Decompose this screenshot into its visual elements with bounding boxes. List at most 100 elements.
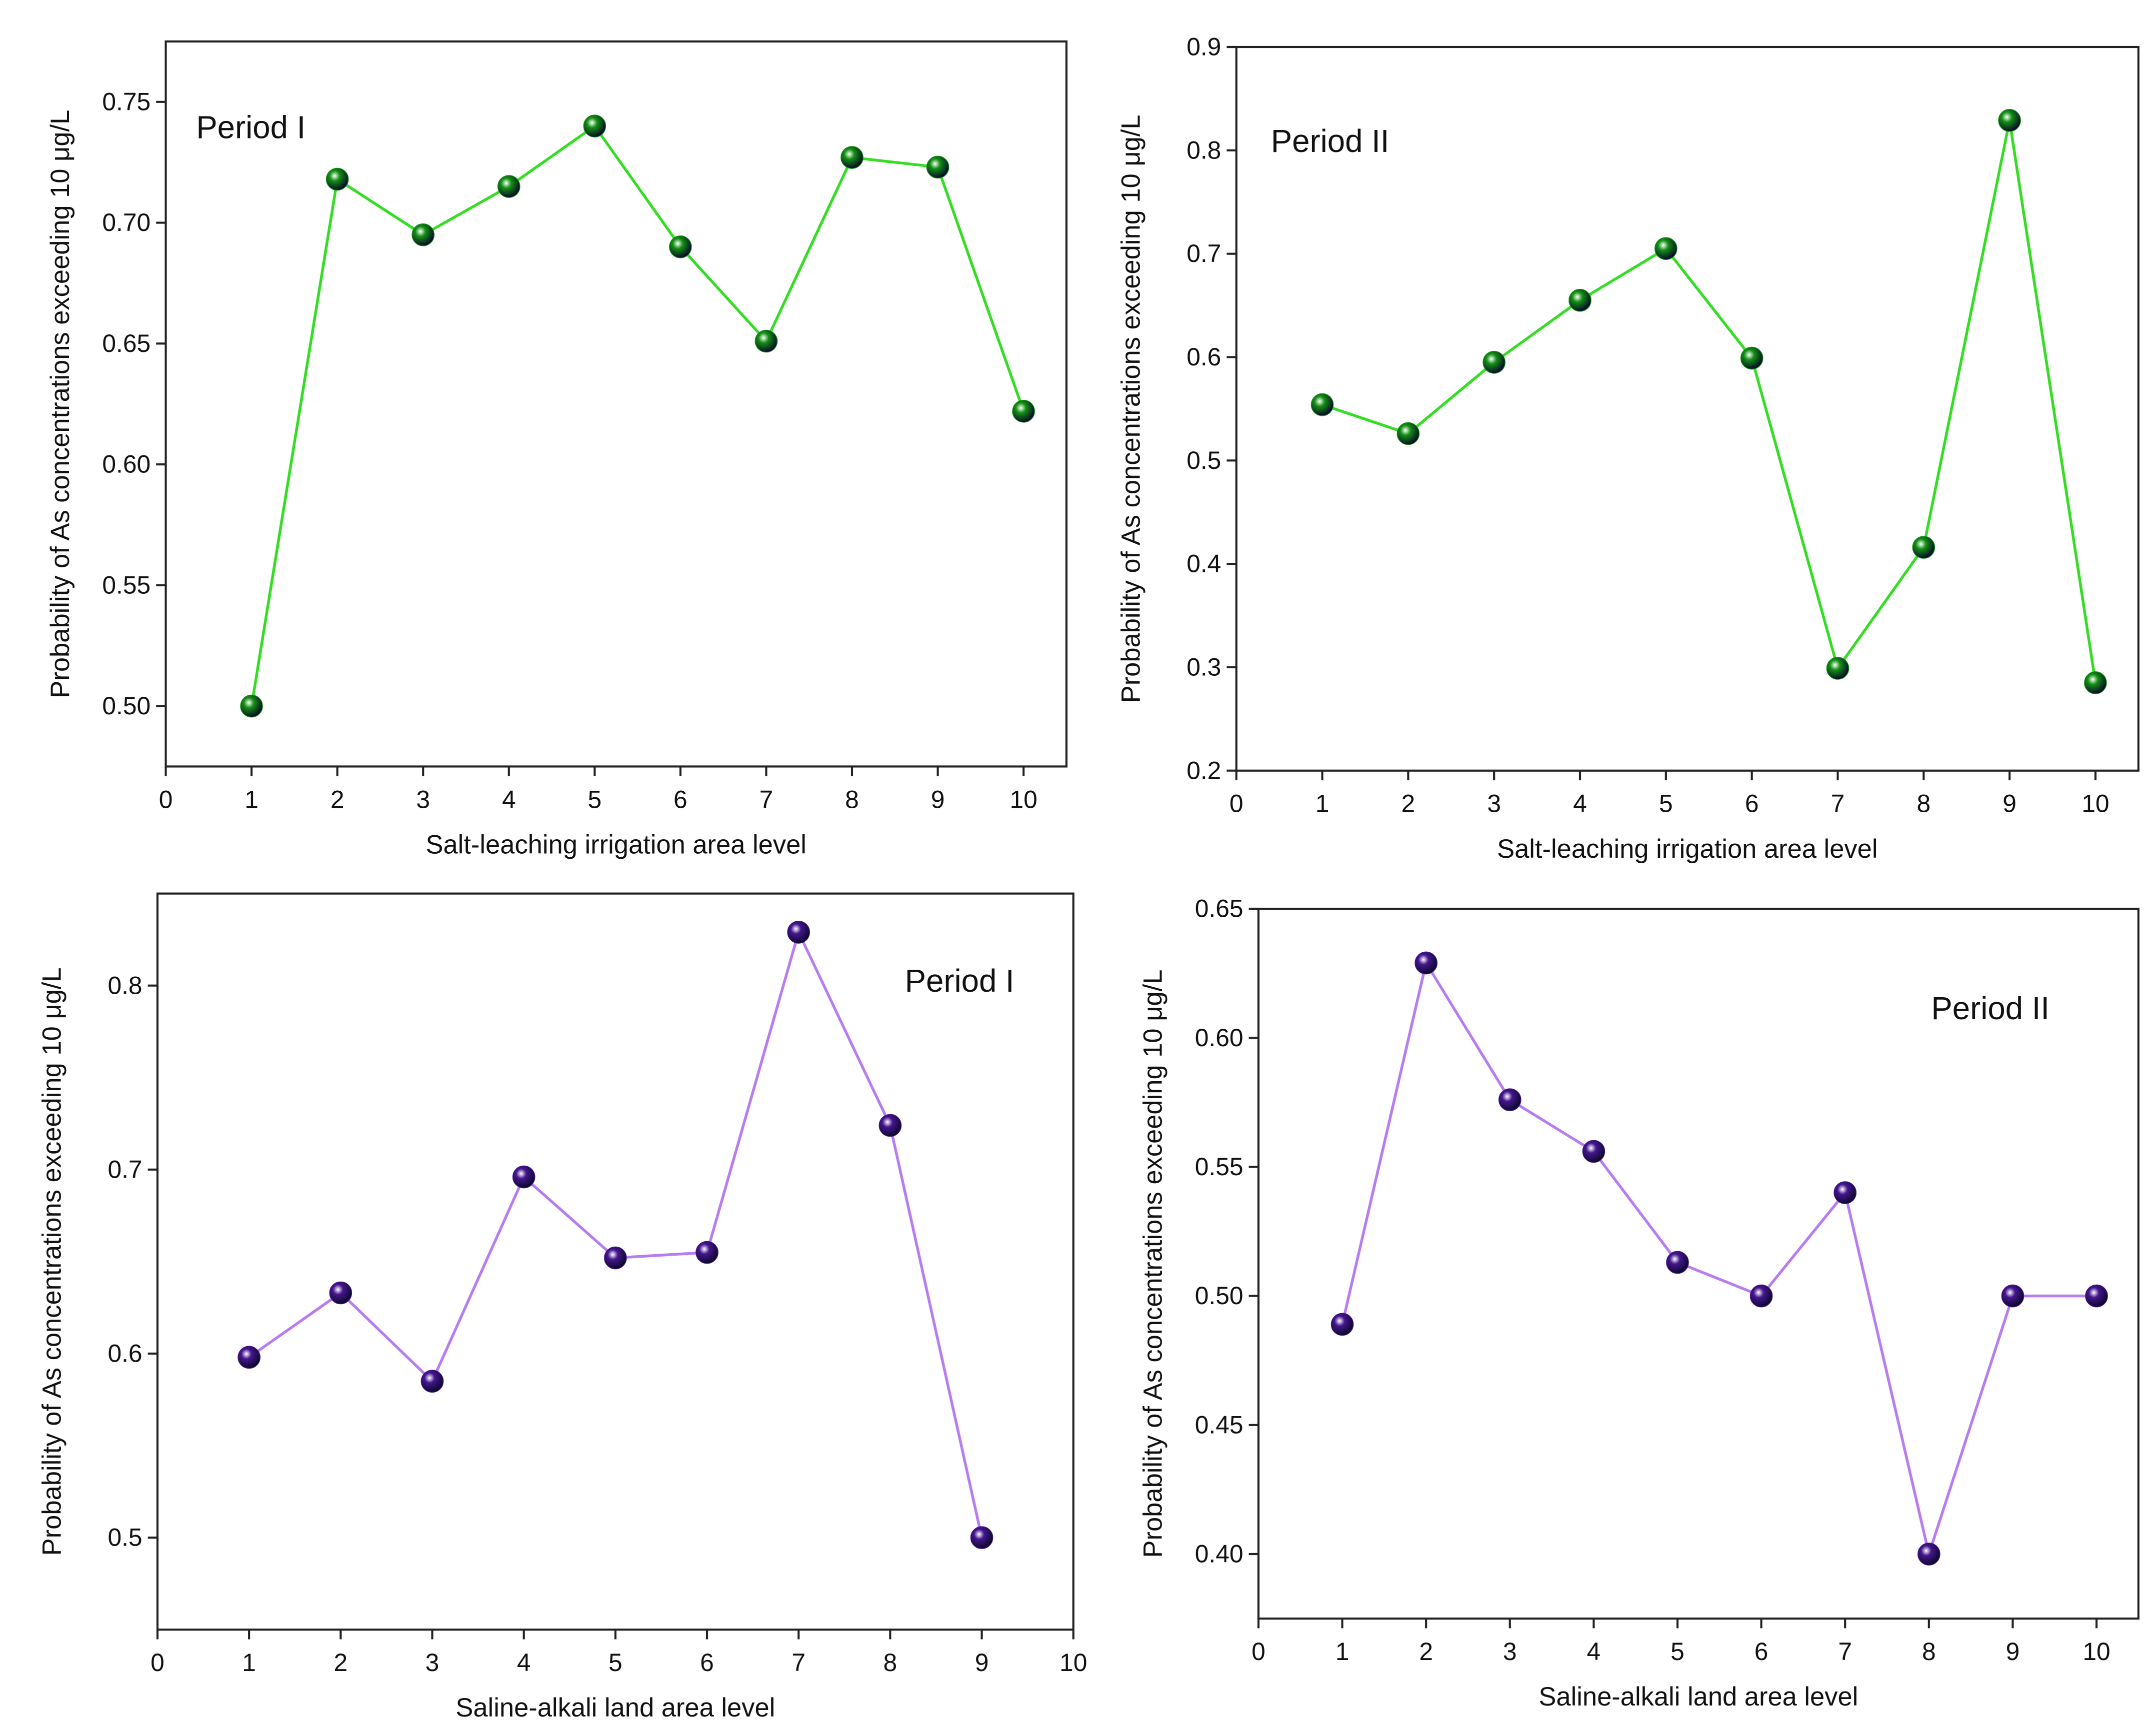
x-tick-label: 10 [1060,1649,1087,1677]
data-point [497,175,520,198]
data-point [696,1241,718,1264]
y-tick-label: 0.65 [102,329,150,357]
y-tick-label: 0.50 [102,692,150,720]
x-axis-title: Salt-leaching irrigation area level [426,830,806,859]
x-tick-label: 0 [150,1649,164,1677]
x-tick-label: 3 [416,785,430,813]
y-tick-label: 0.55 [1195,1153,1244,1181]
x-tick-label: 6 [700,1649,714,1677]
data-line [248,928,984,1538]
y-axis-title: Probability of As concentrations exceedi… [46,110,75,698]
x-axis-title: Saline-alkali land area level [456,1693,775,1723]
plot-frame [1235,45,2140,772]
data-point [1998,109,2021,132]
y-tick-label: 0.75 [102,87,150,115]
x-tick-label: 1 [242,1649,256,1677]
x-tick-label: 7 [792,1649,806,1677]
x-tick-label: 9 [931,785,945,813]
x-tick-label: 0 [1252,1638,1266,1666]
data-point [1740,346,1764,370]
x-tick-label: 10 [2082,790,2109,818]
data-point [1654,237,1678,260]
annotation: Period I [196,109,306,145]
x-tick-label: 8 [1916,790,1930,818]
data-point [2085,1284,2108,1308]
chart-panel: 0 1 2 3 4 5 6 7 8 9 10 0.5 0.6 0.7 0.8 Saline-alkali la… [38,892,1087,1723]
chart-panel: 0 1 2 3 4 5 6 7 8 9 10 0.40 0.45 0.50 0.55 0.60 0.65 Sali… [1138,895,2140,1712]
x-tick-label: 5 [1659,790,1673,818]
y-tick-label: 0.3 [1186,653,1221,681]
y-tick-label: 0.6 [1186,343,1221,371]
x-tick-label: 2 [1402,790,1416,818]
y-tick-label: 0.65 [1195,895,1244,923]
x-tick-label: 3 [426,1649,440,1677]
data-line [1322,120,2097,683]
data-point [1310,393,1334,416]
chart-panel: 0 1 2 3 4 5 6 7 8 9 10 0.2 0.3 0.4 0.5 0.6 0.7 0.8 0.9 Salt… [1116,33,2140,864]
data-point [1330,1313,1354,1336]
x-tick-label: 4 [502,785,516,813]
data-point [1012,399,1035,423]
y-axis-title: Probability of As concentrations exceedi… [38,967,67,1556]
x-tick-label: 9 [975,1649,989,1677]
data-point [2084,671,2107,694]
x-tick-label: 5 [608,1649,622,1677]
annotation: Period I [905,963,1014,999]
data-point [1666,1251,1689,1274]
data-point [1834,1181,1857,1204]
data-point [754,329,778,353]
y-tick-label: 0.8 [1186,136,1221,164]
y-axis-title: Probability of As concentrations exceedi… [1138,970,1168,1558]
data-point [1918,1543,1940,1566]
annotation: Period II [1931,991,2050,1026]
x-tick-label: 1 [1316,790,1330,818]
x-tick-label: 7 [1831,790,1845,818]
x-tick-label: 2 [334,1649,348,1677]
plot-frame [164,40,1068,768]
x-tick-label: 1 [1336,1638,1350,1666]
y-tick-label: 0.7 [1186,239,1221,267]
x-tick-label: 5 [588,785,602,813]
x-tick-label: 10 [2082,1638,2110,1666]
y-tick-label: 0.60 [1195,1024,1244,1052]
data-line [1340,959,2097,1560]
y-tick-label: 0.55 [102,571,150,599]
x-tick-label: 7 [760,785,774,813]
y-tick-label: 0.5 [1186,446,1221,474]
data-point [412,223,435,246]
x-tick-label: 4 [1587,1638,1601,1666]
x-tick-label: 8 [884,1649,898,1677]
x-tick-label: 6 [1754,1638,1768,1666]
data-line [250,124,1025,707]
x-tick-label: 10 [1010,785,1037,813]
data-point [1826,657,1850,680]
data-point [238,1346,260,1369]
x-tick-label: 9 [2002,790,2016,818]
x-tick-label: 6 [674,785,688,813]
data-point [840,146,864,169]
x-tick-label: 2 [1419,1638,1433,1666]
data-point [1498,1088,1522,1111]
y-tick-label: 0.5 [108,1524,142,1552]
data-point [1582,1140,1606,1163]
x-tick-label: 9 [2006,1638,2020,1666]
y-tick-label: 0.50 [1195,1282,1244,1310]
plot-frame [1257,907,2140,1620]
x-tick-label: 4 [1573,790,1587,818]
data-point [1568,288,1592,312]
y-tick-label: 0.60 [102,450,150,478]
y-tick-label: 0.7 [108,1155,142,1183]
x-tick-label: 3 [1503,1638,1517,1666]
x-axis-title: Saline-alkali land area level [1538,1682,1858,1712]
chart-panel: 0 1 2 3 4 5 6 7 8 9 10 0.50 0.55 0.60 0.65 0.70 0.75 Salt… [46,40,1068,859]
data-point [1750,1284,1773,1308]
y-tick-label: 0.4 [1186,550,1221,578]
y-axis-title: Probability of As concentrations exceedi… [1116,114,1146,703]
y-tick-label: 0.45 [1195,1411,1244,1439]
x-tick-label: 3 [1487,790,1501,818]
x-tick-label: 8 [1922,1638,1936,1666]
data-point [583,114,606,137]
y-tick-label: 0.9 [1186,33,1221,61]
